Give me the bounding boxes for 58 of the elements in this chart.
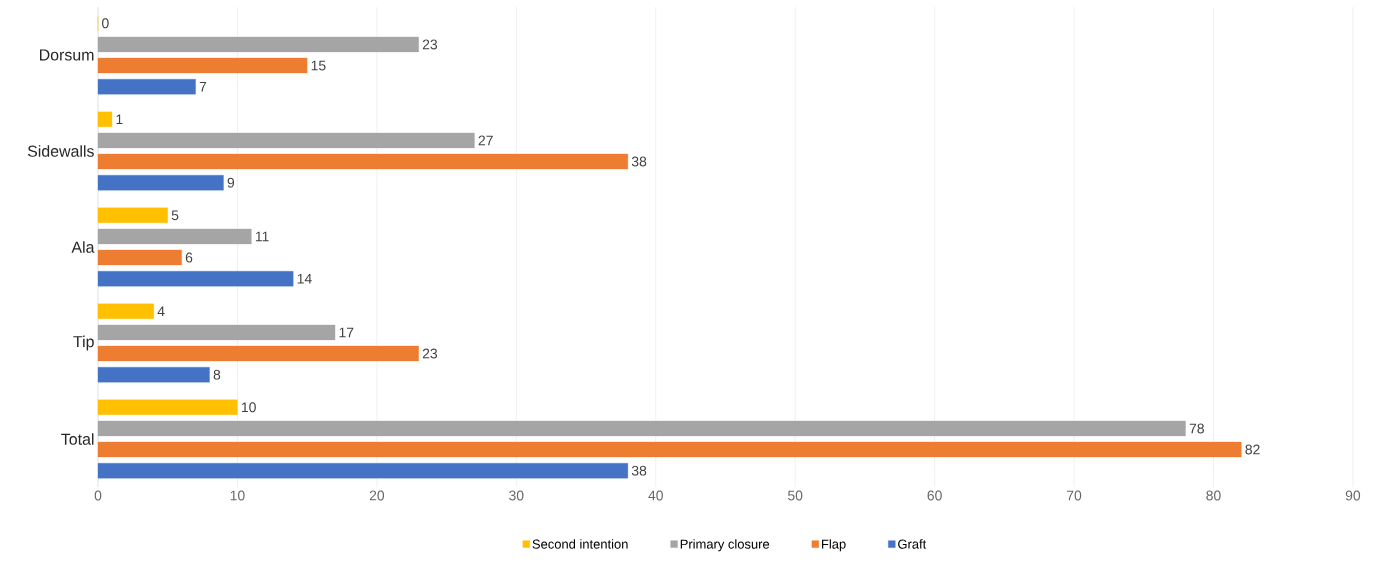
bar xyxy=(97,303,154,319)
data-label: 38 xyxy=(631,465,647,476)
bar xyxy=(97,367,210,383)
bar xyxy=(97,132,475,149)
data-label: 27 xyxy=(478,135,493,146)
data-label: 1 xyxy=(116,114,123,125)
data-label: 17 xyxy=(339,327,354,338)
data-label: 14 xyxy=(297,273,312,284)
x-tick-label: 70 xyxy=(1066,490,1082,501)
x-tick-label: 40 xyxy=(648,490,663,501)
data-label: 15 xyxy=(311,60,326,71)
y-tick-label: Ala xyxy=(71,241,95,253)
data-label: 38 xyxy=(631,156,647,167)
bar xyxy=(97,228,252,245)
bar xyxy=(97,463,628,479)
legend-label: Second intention xyxy=(532,539,628,549)
x-tick-label: 80 xyxy=(1206,490,1221,501)
x-tick-label: 10 xyxy=(230,490,245,501)
data-label: 0 xyxy=(102,18,109,29)
bar xyxy=(97,399,238,415)
legend-label: Primary closure xyxy=(680,539,770,552)
bar xyxy=(97,441,1242,458)
bar xyxy=(97,36,419,53)
data-label: 9 xyxy=(227,177,235,188)
bar xyxy=(97,271,294,287)
x-tick-label: 60 xyxy=(927,490,942,501)
data-label: 4 xyxy=(157,306,165,317)
bar xyxy=(97,324,336,341)
bar xyxy=(97,249,182,266)
bar xyxy=(97,345,419,362)
y-tick-label: Total xyxy=(61,433,94,445)
y-tick-label: Tip xyxy=(73,335,94,351)
bar xyxy=(97,57,308,74)
x-tick-label: 0 xyxy=(94,490,102,501)
data-label: 8 xyxy=(213,369,221,380)
y-tick-label: Sidewalls xyxy=(27,145,94,157)
bar xyxy=(97,79,196,95)
legend-label: Graft xyxy=(898,539,927,549)
legend-label: Flap xyxy=(822,539,846,552)
bar xyxy=(97,420,1186,437)
data-label: 82 xyxy=(1245,444,1260,455)
x-tick-label: 50 xyxy=(787,490,803,501)
data-label: 10 xyxy=(241,402,256,413)
data-label: 23 xyxy=(422,39,438,50)
data-label: 6 xyxy=(185,252,193,263)
bar xyxy=(97,207,168,223)
x-tick-label: 90 xyxy=(1345,490,1361,501)
x-tick-label: 30 xyxy=(509,490,524,501)
data-label: 7 xyxy=(199,81,207,92)
bar xyxy=(97,111,113,127)
data-label: 11 xyxy=(255,231,269,242)
x-tick-label: 20 xyxy=(369,490,385,501)
data-label: 78 xyxy=(1189,423,1204,434)
y-tick-label: Dorsum xyxy=(39,49,94,61)
data-label: 23 xyxy=(422,348,438,359)
data-label: 5 xyxy=(171,210,179,221)
bar xyxy=(97,153,628,170)
bar xyxy=(97,175,224,191)
